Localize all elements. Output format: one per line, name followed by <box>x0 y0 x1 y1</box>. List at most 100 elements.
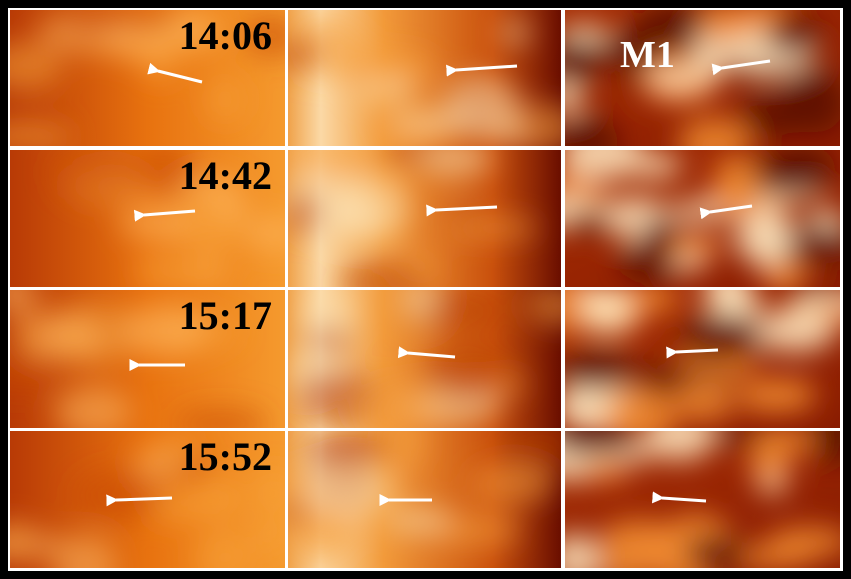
texture-blob <box>355 77 417 102</box>
texture-blob <box>527 290 561 326</box>
image-panel <box>10 10 285 146</box>
texture-blob <box>739 150 826 196</box>
texture-blob <box>565 431 638 456</box>
texture-blob <box>288 500 352 563</box>
image-panel <box>565 150 840 287</box>
texture-blob <box>27 315 108 360</box>
texture-blob <box>10 41 62 91</box>
arrow <box>666 346 719 359</box>
texture-blob <box>753 431 817 454</box>
texture-blob <box>582 290 634 334</box>
texture-blob <box>566 211 614 232</box>
texture-blob <box>648 68 703 90</box>
texture <box>565 10 840 146</box>
texture-blob <box>55 386 132 428</box>
image-panel <box>288 290 561 428</box>
image-panel <box>288 10 561 146</box>
texture-blob <box>252 517 285 552</box>
texture <box>288 431 561 563</box>
texture-blob <box>289 150 379 183</box>
texture-blob <box>304 324 353 356</box>
arrow <box>147 62 203 84</box>
texture-blob <box>644 431 716 461</box>
arrow <box>106 494 173 507</box>
timestamp: 15:52 <box>179 434 272 479</box>
texture-blob <box>74 469 171 522</box>
texture-blob <box>53 534 117 568</box>
texture-blob <box>756 308 836 353</box>
texture-blob <box>121 304 208 358</box>
texture-blob <box>565 350 635 390</box>
arrow <box>426 204 498 217</box>
texture-blob <box>175 408 269 428</box>
texture-blob <box>303 292 354 334</box>
texture-blob <box>10 125 73 146</box>
texture-blob <box>766 15 821 54</box>
texture <box>51 150 285 287</box>
texture-blob <box>386 431 424 471</box>
arrow <box>699 204 753 220</box>
texture-blob <box>339 260 427 287</box>
texture-blob <box>565 532 597 568</box>
timestamp: 14:06 <box>179 13 272 58</box>
texture-blob <box>446 217 541 239</box>
texture <box>565 431 840 568</box>
texture-blob <box>195 529 254 568</box>
texture-blob <box>166 10 213 49</box>
texture-blob <box>761 260 808 287</box>
texture-blob <box>385 506 452 535</box>
texture <box>288 150 541 287</box>
texture-blob <box>603 387 679 428</box>
arrow <box>652 491 707 504</box>
texture-blob <box>738 96 805 137</box>
texture-blob <box>243 13 285 58</box>
texture-blob <box>332 178 410 241</box>
texture-blob <box>507 431 561 472</box>
texture-blob <box>584 461 629 482</box>
texture-blob <box>252 471 285 513</box>
texture <box>565 290 840 428</box>
texture-blob <box>565 150 643 181</box>
texture-blob <box>51 150 146 196</box>
image-panel <box>10 150 285 287</box>
region-label: M1 <box>620 34 675 76</box>
texture-blob <box>118 203 192 241</box>
texture-blob <box>679 314 770 360</box>
texture-blob <box>738 378 817 405</box>
image-panel <box>565 10 840 146</box>
texture-blob <box>400 290 440 324</box>
texture-blob <box>565 38 597 88</box>
texture <box>10 435 285 568</box>
texture-blob <box>386 54 436 85</box>
texture-blob <box>137 150 195 196</box>
texture-blob <box>247 216 285 251</box>
texture-blob <box>734 208 793 266</box>
texture-blob <box>303 465 396 513</box>
image-panel <box>10 431 285 568</box>
timestamp: 14:42 <box>179 153 272 198</box>
texture-blob <box>418 150 494 177</box>
texture-blob <box>565 117 621 146</box>
texture <box>10 290 269 428</box>
texture-blob <box>10 519 31 560</box>
image-panel <box>565 290 840 428</box>
texture-blob <box>207 78 243 121</box>
arrow <box>397 346 456 359</box>
texture-blob <box>426 339 509 400</box>
texture-blob <box>103 23 176 61</box>
arrow <box>446 64 518 77</box>
texture-blob <box>704 290 751 322</box>
texture-blob <box>134 253 231 287</box>
texture-blob <box>288 39 323 69</box>
texture-blob <box>674 377 734 423</box>
texture-blob <box>684 534 748 568</box>
image-panel <box>288 150 561 287</box>
arrow <box>711 59 771 76</box>
texture-blob <box>197 476 245 521</box>
texture <box>288 17 561 146</box>
texture-blob <box>288 192 323 235</box>
timestamp: 15:17 <box>179 293 272 338</box>
texture-blob <box>712 153 760 215</box>
